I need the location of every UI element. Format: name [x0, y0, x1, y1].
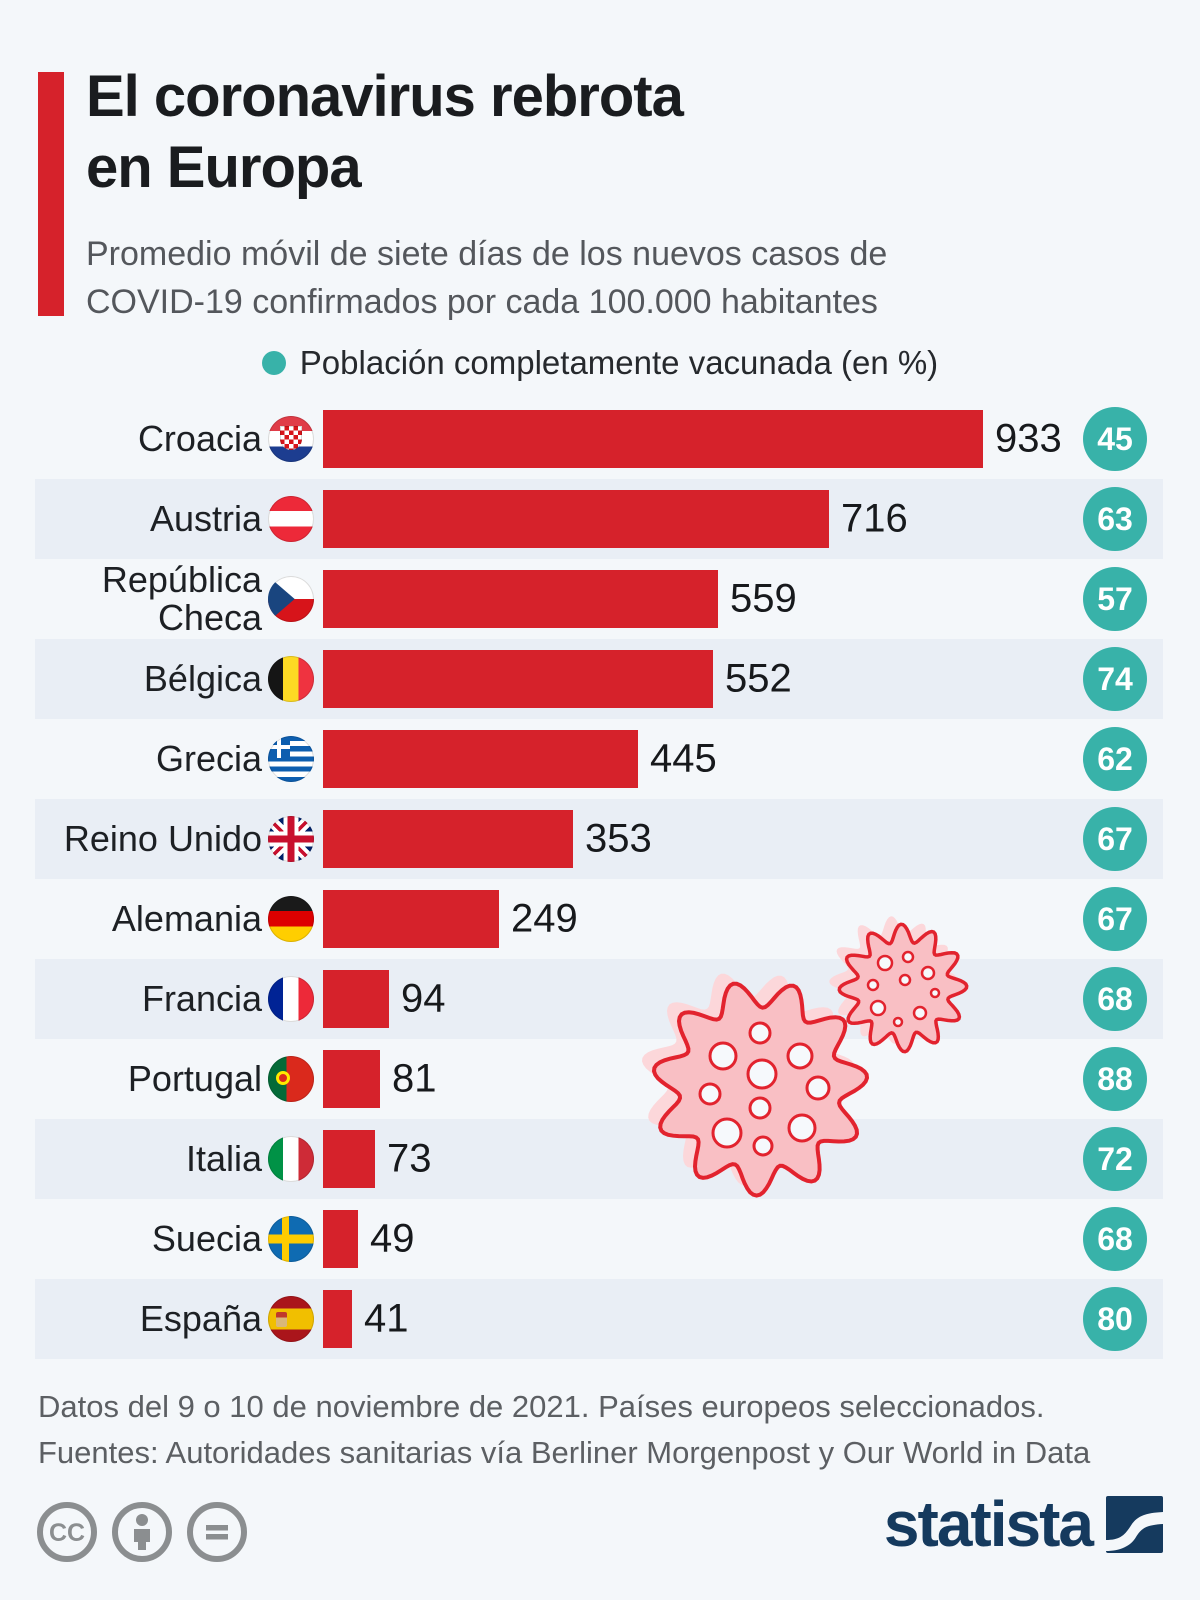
- statista-mark-icon: [1106, 1495, 1163, 1553]
- vaccinated-percentage-badge: 57: [1083, 567, 1147, 631]
- vaccinated-percentage-badge: 45: [1083, 407, 1147, 471]
- cases-value: 249: [511, 896, 578, 941]
- cases-bar: [323, 890, 499, 948]
- title-accent-bar: [38, 72, 64, 316]
- chart-row: República Checa 559 57: [0, 559, 1200, 639]
- cases-value: 94: [401, 976, 446, 1021]
- cases-value: 353: [585, 816, 652, 861]
- cases-value: 716: [841, 496, 908, 541]
- vaccinated-percentage-badge: 74: [1083, 647, 1147, 711]
- flag-de-icon: [268, 896, 314, 942]
- equals-icon[interactable]: [185, 1500, 249, 1564]
- chart-rows: Croacia 933 45 Austria 716 63 República Checa 5…: [0, 399, 1200, 1359]
- cases-bar: [323, 490, 829, 548]
- chart-row: Portugal 81 88: [0, 1039, 1200, 1119]
- country-label: Francia: [141, 977, 262, 1019]
- chart-row: Austria 716 63: [0, 479, 1200, 559]
- cases-bar: [323, 1050, 380, 1108]
- chart-row: Grecia 445 62: [0, 719, 1200, 799]
- flag-es-icon: [268, 1296, 314, 1342]
- cases-value: 81: [392, 1056, 437, 1101]
- cases-value: 41: [364, 1296, 409, 1341]
- flag-at-icon: [268, 496, 314, 542]
- country-label: Croacia: [137, 417, 262, 459]
- chart-row: Reino Unido 353 67: [0, 799, 1200, 879]
- flag-se-icon: [268, 1216, 314, 1262]
- footnote: Datos del 9 o 10 de noviembre de 2021. P…: [38, 1389, 1091, 1470]
- cases-bar: [323, 1130, 375, 1188]
- vaccinated-percentage-badge: 68: [1083, 1207, 1147, 1271]
- flag-cz-icon: [268, 576, 314, 622]
- cases-bar: [323, 970, 389, 1028]
- cases-value: 933: [995, 416, 1062, 461]
- legend: Población completamente vacunada (en %): [0, 344, 1200, 382]
- chart-row: Alemania 249 67: [0, 879, 1200, 959]
- chart-row: Bélgica 552 74: [0, 639, 1200, 719]
- cases-value: 49: [370, 1216, 415, 1261]
- country-label: Portugal: [127, 1057, 262, 1099]
- license-icons: CC: [35, 1500, 249, 1564]
- vaccinated-percentage-badge: 67: [1083, 887, 1147, 951]
- chart-row: Italia 73 72: [0, 1119, 1200, 1199]
- row-stripe: [35, 1279, 1163, 1359]
- cases-bar: [323, 1210, 358, 1268]
- flag-hr-icon: [268, 416, 314, 462]
- attribution-person-icon[interactable]: [110, 1500, 174, 1564]
- vaccinated-percentage-badge: 72: [1083, 1127, 1147, 1191]
- statista-logo[interactable]: statista: [884, 1492, 1163, 1556]
- page-title: El coronavirus rebrota en Europa: [86, 64, 684, 200]
- chart-row: España 41 80: [0, 1279, 1200, 1359]
- vaccinated-percentage-badge: 88: [1083, 1047, 1147, 1111]
- cases-bar: [323, 730, 638, 788]
- cases-value: 445: [650, 736, 717, 781]
- vaccinated-percentage-badge: 62: [1083, 727, 1147, 791]
- country-label: República Checa: [101, 558, 262, 638]
- row-stripe: [35, 1119, 1163, 1199]
- vaccinated-legend-dot-icon: [261, 351, 286, 375]
- legend-label: Población completamente vacunada (en %): [299, 344, 939, 381]
- flag-gr-icon: [268, 736, 314, 782]
- flag-gb-icon: [268, 816, 314, 862]
- country-label: Italia: [185, 1137, 262, 1179]
- vaccinated-percentage-badge: 68: [1083, 967, 1147, 1031]
- statista-wordmark: statista: [883, 1488, 1094, 1560]
- country-label: Bélgica: [143, 657, 262, 699]
- flag-fr-icon: [268, 976, 314, 1022]
- cases-bar: [323, 570, 718, 628]
- cases-value: 552: [725, 656, 792, 701]
- cases-bar: [323, 810, 573, 868]
- flag-pt-icon: [268, 1056, 314, 1102]
- cc-icon[interactable]: CC: [35, 1500, 99, 1564]
- country-label: Suecia: [151, 1217, 262, 1259]
- cases-value: 73: [387, 1136, 432, 1181]
- flag-be-icon: [268, 656, 314, 702]
- cases-bar: [323, 650, 713, 708]
- vaccinated-percentage-badge: 80: [1083, 1287, 1147, 1351]
- country-label: Austria: [149, 497, 262, 539]
- svg-text:CC: CC: [49, 1519, 85, 1547]
- chart-row: Suecia 49 68: [0, 1199, 1200, 1279]
- country-label: España: [139, 1297, 262, 1339]
- cases-value: 559: [730, 576, 797, 621]
- row-stripe: [35, 799, 1163, 879]
- flag-it-icon: [268, 1136, 314, 1182]
- page-subtitle: Promedio móvil de siete días de los nuev…: [86, 235, 888, 322]
- cases-bar: [323, 1290, 352, 1348]
- chart-row: Croacia 933 45: [0, 399, 1200, 479]
- row-stripe: [35, 959, 1163, 1039]
- country-label: Reino Unido: [63, 817, 262, 859]
- vaccinated-percentage-badge: 67: [1083, 807, 1147, 871]
- chart-row: Francia 94 68: [0, 959, 1200, 1039]
- vaccinated-percentage-badge: 63: [1083, 487, 1147, 551]
- cases-bar: [323, 410, 983, 468]
- country-label: Alemania: [111, 897, 262, 939]
- country-label: Grecia: [155, 737, 262, 779]
